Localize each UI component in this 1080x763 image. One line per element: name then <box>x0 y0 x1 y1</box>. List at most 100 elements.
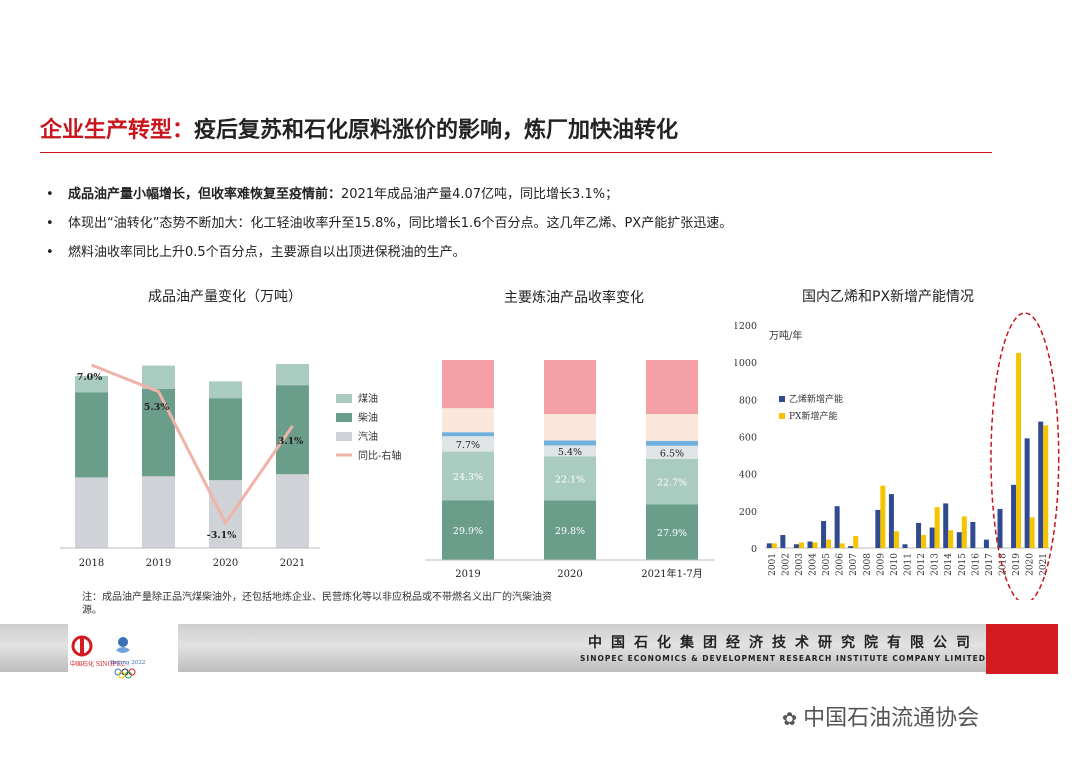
bar <box>943 503 949 548</box>
bar <box>875 509 881 548</box>
x-tick-label: 2002 <box>781 553 791 576</box>
x-tick-label: 2021 <box>280 558 305 569</box>
bar-segment <box>646 504 698 560</box>
legend-swatch <box>779 396 785 402</box>
y-tick-label: 1000 <box>735 358 757 369</box>
data-label: 29.8% <box>555 526 585 537</box>
data-label: 5.3% <box>144 402 170 413</box>
footnote: 注：成品油产量除正品汽煤柴油外，还包括地炼企业、民营炼化等以非应税品或不带燃名义… <box>82 592 552 616</box>
legend-label: 同比-右轴 <box>358 449 401 462</box>
bar-segment <box>75 477 108 548</box>
bar <box>961 516 967 548</box>
production-chart: 2018 2019 2020 2021 7.0% 5.3% -3.1% 3.1% 煤油柴油汽油同… <box>60 363 401 569</box>
bar <box>839 543 845 548</box>
bullet-item: 燃料油收率同比上升0.5个百分点，主要源自以出顶进保税油的生产。 <box>44 238 732 267</box>
bar-segment <box>442 360 494 409</box>
bar <box>1029 517 1035 548</box>
y-tick-label: 0 <box>751 544 757 555</box>
data-label: 27.9% <box>657 528 687 539</box>
x-tick-label: 2015 <box>958 553 968 576</box>
legend-swatch <box>336 432 352 441</box>
x-tick-label: 2020 <box>1026 553 1036 576</box>
bar-segment <box>142 388 175 477</box>
bar-segment <box>75 392 108 478</box>
legend-swatch <box>336 394 352 403</box>
logo-area: 中国石化 SINOPEC Beijing 2022 <box>68 624 178 680</box>
legend-label: 柴油 <box>358 411 378 424</box>
x-tick-label: 2006 <box>836 553 846 576</box>
bar-segment <box>209 398 242 481</box>
data-label: 24.3% <box>453 472 483 483</box>
bar-segment <box>442 500 494 560</box>
bar-segment <box>442 432 494 437</box>
x-tick-label: 2013 <box>931 553 941 576</box>
x-tick-label: 2019 <box>455 569 480 580</box>
bar <box>902 544 908 548</box>
capacity-chart: 0 200 400 600 800 1000 1200 万吨/年 2001 2002 2003 200… <box>735 312 1060 600</box>
company-name-cn: 中国石化集团经济技术研究院有限公司 <box>588 635 979 651</box>
x-tick-label: 2008 <box>863 553 873 576</box>
legend-swatch <box>336 413 352 422</box>
x-tick-label: 2009 <box>876 553 886 576</box>
x-tick-label: 2018 <box>79 558 104 569</box>
legend-label: 汽油 <box>358 430 378 443</box>
bar-segment <box>646 360 698 414</box>
bar <box>807 541 813 548</box>
bullet-item: 体现出“油转化”态势不断加大：化工轻油收率升至15.8%，同比增长1.6个百分点… <box>44 209 732 238</box>
bullet-item: 成品油产量小幅增长，但收率难恢复至疫情前：2021年成品油产量4.07亿吨，同比… <box>44 180 732 209</box>
x-tick-label: 2021 <box>1039 553 1049 576</box>
brand-decoration <box>986 624 1058 674</box>
bar <box>853 535 859 548</box>
y-tick-label: 600 <box>739 433 757 444</box>
bar <box>780 534 786 548</box>
data-label: 3.1% <box>278 436 304 447</box>
data-label: 22.1% <box>555 474 585 485</box>
bar <box>1016 352 1022 548</box>
bar-segment <box>142 365 175 389</box>
bar <box>834 506 840 548</box>
x-tick-label: 2014 <box>944 553 954 576</box>
title-rule <box>40 152 992 153</box>
olympic-text: Beijing 2022 <box>110 660 145 666</box>
data-label: 29.9% <box>453 526 483 537</box>
bar <box>766 543 772 548</box>
x-tick-label: 2018 <box>999 553 1009 576</box>
x-tick-label: 2016 <box>971 553 981 576</box>
sinopec-logo-icon: 中国石化 SINOPEC Beijing 2022 <box>70 635 145 679</box>
data-label: -3.1% <box>207 530 237 541</box>
bar <box>812 542 818 548</box>
bar-segment <box>544 456 596 501</box>
bar-segment <box>544 500 596 560</box>
bar-segment <box>442 408 494 433</box>
y-tick-label: 1200 <box>735 321 757 332</box>
bar <box>929 527 935 548</box>
legend-label: PX新增产能 <box>789 410 837 422</box>
data-label: 22.7% <box>657 478 687 489</box>
chart3-title: 国内乙烯和PX新增产能情况 <box>802 289 975 305</box>
x-tick-label: 2021年1-7月 <box>641 567 703 580</box>
bar <box>921 534 927 548</box>
bar-segment <box>276 385 309 475</box>
x-tick-label: 2001 <box>768 553 778 576</box>
data-label: 7.0% <box>77 372 103 383</box>
y-tick-label: 800 <box>739 395 757 406</box>
bar-segment <box>209 480 242 548</box>
bar <box>1024 438 1030 548</box>
x-tick-label: 2005 <box>822 553 832 576</box>
bar-segment <box>142 476 175 548</box>
chart2-title: 主要炼油产品收率变化 <box>504 290 644 306</box>
bar-segment <box>276 474 309 548</box>
bar <box>848 546 854 548</box>
yield-chart: 29.9% 24.3% 7.7% 2019 29.8% 22.1% 5.4% 2020 27.9… <box>425 360 715 580</box>
legend-label: 煤油 <box>358 392 378 405</box>
bar <box>983 539 989 548</box>
watermark: ✿ 中国石油流通协会 <box>782 706 980 731</box>
bar-segment <box>442 451 494 501</box>
bar <box>956 532 962 548</box>
legend-label: 乙烯新增产能 <box>789 393 843 405</box>
chart1-title: 成品油产量变化（万吨） <box>148 289 302 305</box>
data-label: 7.7% <box>456 440 480 451</box>
bar <box>916 522 922 548</box>
bar-segment <box>544 414 596 441</box>
bar-segment <box>544 360 596 414</box>
